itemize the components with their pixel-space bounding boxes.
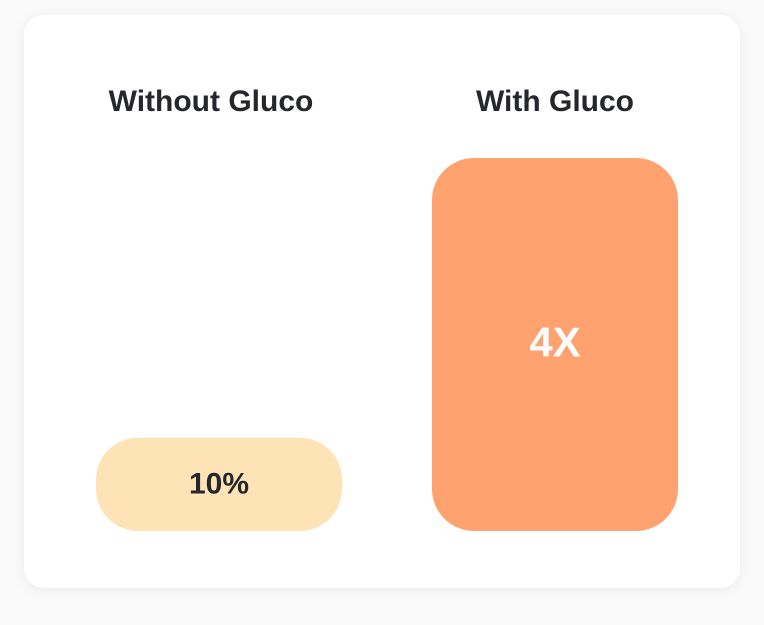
value-label: 4X: [529, 319, 580, 366]
value-label: 10%: [189, 467, 249, 500]
bar: [432, 158, 678, 531]
category-label: With Gluco: [476, 85, 634, 118]
category-label: Without Gluco: [109, 85, 314, 118]
bar: [96, 437, 342, 531]
